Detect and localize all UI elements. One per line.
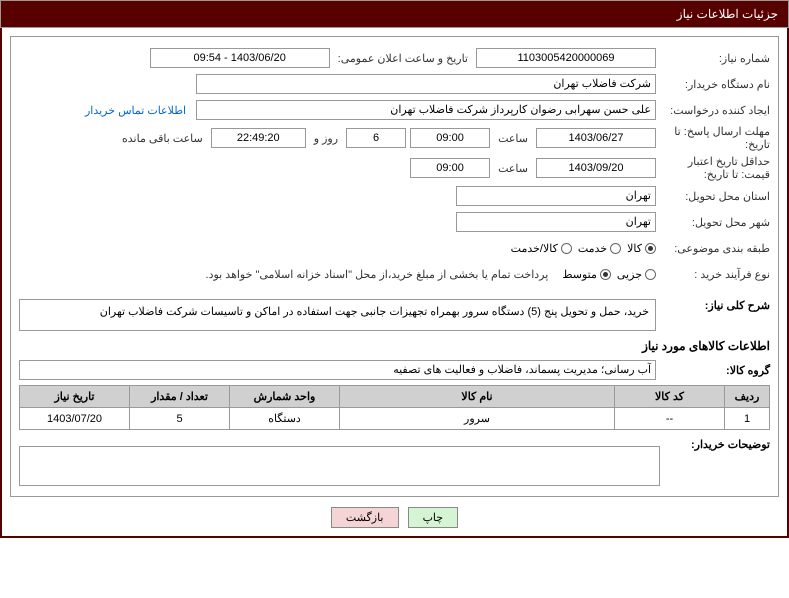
category-label: طبقه بندی موضوعی:: [660, 242, 770, 255]
time-label-1: ساعت: [494, 132, 532, 145]
delivery-province: تهران: [456, 186, 656, 206]
requester: علی حسن سهرابی رضوان کارپرداز شرکت فاضلا…: [196, 100, 656, 120]
deadline-label: مهلت ارسال پاسخ: تا تاریخ:: [660, 125, 770, 151]
inner-panel: شماره نیاز: 1103005420000069 تاریخ و ساع…: [10, 36, 779, 497]
items-section-title: اطلاعات کالاهای مورد نیاز: [19, 339, 770, 353]
radio-goods[interactable]: کالا: [627, 242, 656, 255]
days-remaining: 6: [346, 128, 406, 148]
col-code: کد کالا: [615, 386, 725, 408]
city-label: شهر محل تحویل:: [660, 216, 770, 229]
process-radio-group: جزیی متوسط: [562, 268, 656, 281]
days-label: روز و: [310, 132, 342, 145]
cell-date: 1403/07/20: [20, 408, 130, 430]
deadline-date: 1403/06/27: [536, 128, 656, 148]
province-label: استان محل تحویل:: [660, 190, 770, 203]
deadline-time: 09:00: [410, 128, 490, 148]
remaining-label: ساعت باقی مانده: [118, 132, 207, 145]
radio-service[interactable]: خدمت: [578, 242, 621, 255]
col-row: ردیف: [725, 386, 770, 408]
cell-qty: 5: [130, 408, 230, 430]
goods-group: آب رسانی؛ مدیریت پسماند، فاضلاب و فعالیت…: [19, 360, 656, 380]
buyer-org: شرکت فاضلاب تهران: [196, 74, 656, 94]
col-date: تاریخ نیاز: [20, 386, 130, 408]
announce-value: 1403/06/20 - 09:54: [150, 48, 330, 68]
radio-both[interactable]: کالا/خدمت: [511, 242, 572, 255]
col-qty: تعداد / مقدار: [130, 386, 230, 408]
requester-label: ایجاد کننده درخواست:: [660, 104, 770, 117]
col-name: نام کالا: [340, 386, 615, 408]
main-panel: شماره نیاز: 1103005420000069 تاریخ و ساع…: [0, 28, 789, 538]
back-button[interactable]: بازگشت: [331, 507, 399, 528]
time-label-2: ساعت: [494, 162, 532, 175]
announce-label: تاریخ و ساعت اعلان عمومی:: [334, 52, 472, 65]
radio-medium[interactable]: متوسط: [562, 268, 611, 281]
buyer-notes: [19, 446, 660, 486]
payment-note: پرداخت تمام یا بخشی از مبلغ خرید،از محل …: [206, 268, 559, 281]
button-bar: چاپ بازگشت: [10, 507, 779, 528]
col-unit: واحد شمارش: [230, 386, 340, 408]
category-radio-group: کالا خدمت کالا/خدمت: [511, 242, 656, 255]
cell-unit: دستگاه: [230, 408, 340, 430]
overview-text: خرید، حمل و تحویل پنج (5) دستگاه سرور به…: [19, 299, 656, 331]
time-remaining: 22:49:20: [211, 128, 306, 148]
items-table: ردیف کد کالا نام کالا واحد شمارش تعداد /…: [19, 385, 770, 430]
validity-date: 1403/09/20: [536, 158, 656, 178]
need-number: 1103005420000069: [476, 48, 656, 68]
overview-label: شرح کلی نیاز:: [660, 299, 770, 312]
radio-partial[interactable]: جزیی: [617, 268, 656, 281]
cell-row: 1: [725, 408, 770, 430]
validity-time: 09:00: [410, 158, 490, 178]
buyer-notes-label: توضیحات خریدار:: [660, 438, 770, 451]
panel-header: جزئیات اطلاعات نیاز: [0, 0, 789, 28]
cell-name: سرور: [340, 408, 615, 430]
buyer-org-label: نام دستگاه خریدار:: [660, 78, 770, 91]
table-row: 1 -- سرور دستگاه 5 1403/07/20: [20, 408, 770, 430]
need-number-label: شماره نیاز:: [660, 52, 770, 65]
cell-code: --: [615, 408, 725, 430]
buyer-contact-link[interactable]: اطلاعات تماس خریدار: [85, 104, 192, 117]
process-label: نوع فرآیند خرید :: [660, 268, 770, 281]
delivery-city: تهران: [456, 212, 656, 232]
group-label: گروه کالا:: [660, 364, 770, 377]
validity-label: حداقل تاریخ اعتبار قیمت: تا تاریخ:: [660, 155, 770, 181]
print-button[interactable]: چاپ: [408, 507, 459, 528]
